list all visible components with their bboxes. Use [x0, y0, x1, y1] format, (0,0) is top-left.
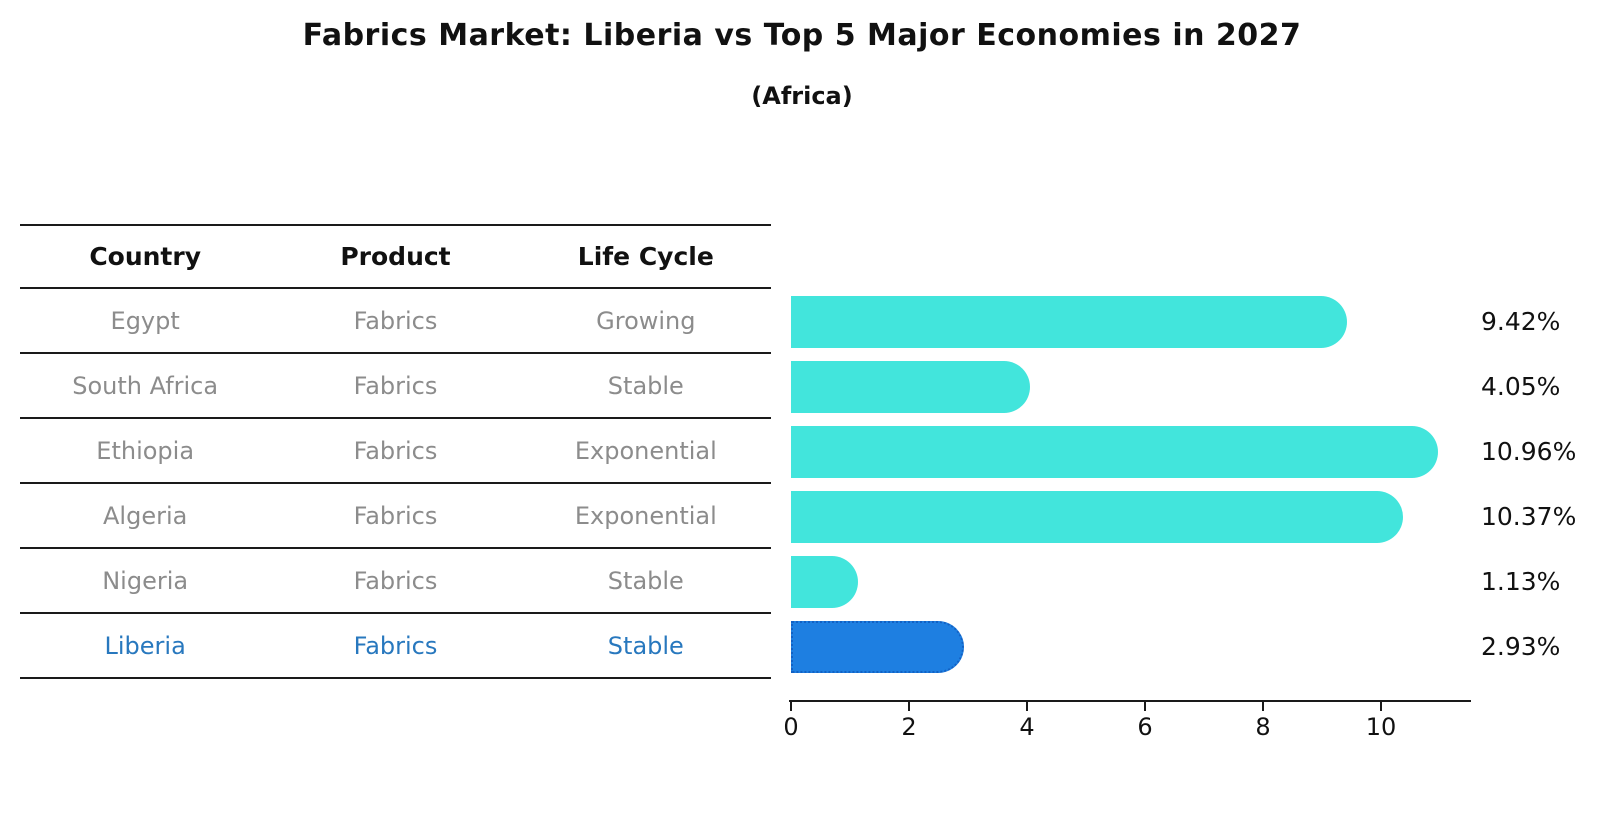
table-cell-product: Fabrics — [353, 436, 438, 465]
country-table: Country Product Life Cycle Egypt Fabrics G… — [20, 224, 771, 679]
x-tick-mark — [908, 702, 910, 711]
x-tick-mark — [1380, 702, 1382, 711]
table-cell-product: Fabrics — [353, 371, 438, 400]
table-header-product: Product — [340, 242, 451, 271]
bar-algeria — [791, 490, 1403, 543]
table-row: Algeria Fabrics Exponential — [20, 484, 771, 549]
table-row: Liberia Fabrics Stable — [20, 614, 771, 679]
chart-subtitle: (Africa) — [751, 82, 853, 110]
table-cell-country: Liberia — [104, 631, 186, 660]
x-tick-label: 8 — [1255, 713, 1271, 741]
bar-ethiopia — [791, 425, 1438, 478]
bar-egypt — [791, 295, 1347, 348]
table-cell-product: Fabrics — [353, 306, 438, 335]
bar-highlight-liberia — [791, 620, 964, 673]
bar-value-label: 9.42% — [1481, 306, 1561, 336]
table-cell-lifecycle: Growing — [596, 306, 696, 335]
x-tick-label: 4 — [1019, 713, 1035, 741]
x-tick-mark — [1144, 702, 1146, 711]
chart-title: Fabrics Market: Liberia vs Top 5 Major E… — [302, 18, 1302, 53]
table-row: Nigeria Fabrics Stable — [20, 549, 771, 614]
table-header-lifecycle: Life Cycle — [577, 242, 714, 271]
bar-value-label: 10.96% — [1481, 436, 1577, 466]
table-row: Ethiopia Fabrics Exponential — [20, 419, 771, 484]
table-cell-lifecycle: Stable — [607, 566, 684, 595]
table-header-row: Country Product Life Cycle — [20, 224, 771, 289]
table-row: Egypt Fabrics Growing — [20, 289, 771, 354]
bar-value-label: 4.05% — [1481, 371, 1561, 401]
x-axis-line — [789, 700, 1471, 702]
x-tick-mark — [790, 702, 792, 711]
table-row: South Africa Fabrics Stable — [20, 354, 771, 419]
table-cell-product: Fabrics — [353, 631, 438, 660]
table-cell-country: Egypt — [110, 306, 180, 335]
bar-south-africa — [791, 360, 1030, 413]
x-tick-label: 10 — [1365, 713, 1397, 741]
table-cell-country: South Africa — [72, 371, 219, 400]
bar-value-label: 2.93% — [1481, 631, 1561, 661]
table-cell-lifecycle: Stable — [607, 631, 684, 660]
table-cell-lifecycle: Exponential — [574, 501, 717, 530]
table-cell-country: Ethiopia — [96, 436, 195, 465]
bar-nigeria — [791, 555, 858, 608]
x-tick-mark — [1026, 702, 1028, 711]
table-cell-lifecycle: Stable — [607, 371, 684, 400]
table-cell-country: Nigeria — [102, 566, 189, 595]
x-tick-label: 2 — [901, 713, 917, 741]
bar-value-label: 10.37% — [1481, 501, 1577, 531]
x-tick-mark — [1262, 702, 1264, 711]
table-cell-product: Fabrics — [353, 566, 438, 595]
table-cell-product: Fabrics — [353, 501, 438, 530]
x-tick-label: 0 — [783, 713, 799, 741]
table-cell-lifecycle: Exponential — [574, 436, 717, 465]
table-body: Egypt Fabrics Growing South Africa Fabrics St… — [20, 289, 771, 679]
table-header-country: Country — [89, 242, 202, 271]
table-cell-country: Algeria — [103, 501, 188, 530]
x-tick-label: 6 — [1137, 713, 1153, 741]
bar-value-label: 1.13% — [1481, 566, 1561, 596]
